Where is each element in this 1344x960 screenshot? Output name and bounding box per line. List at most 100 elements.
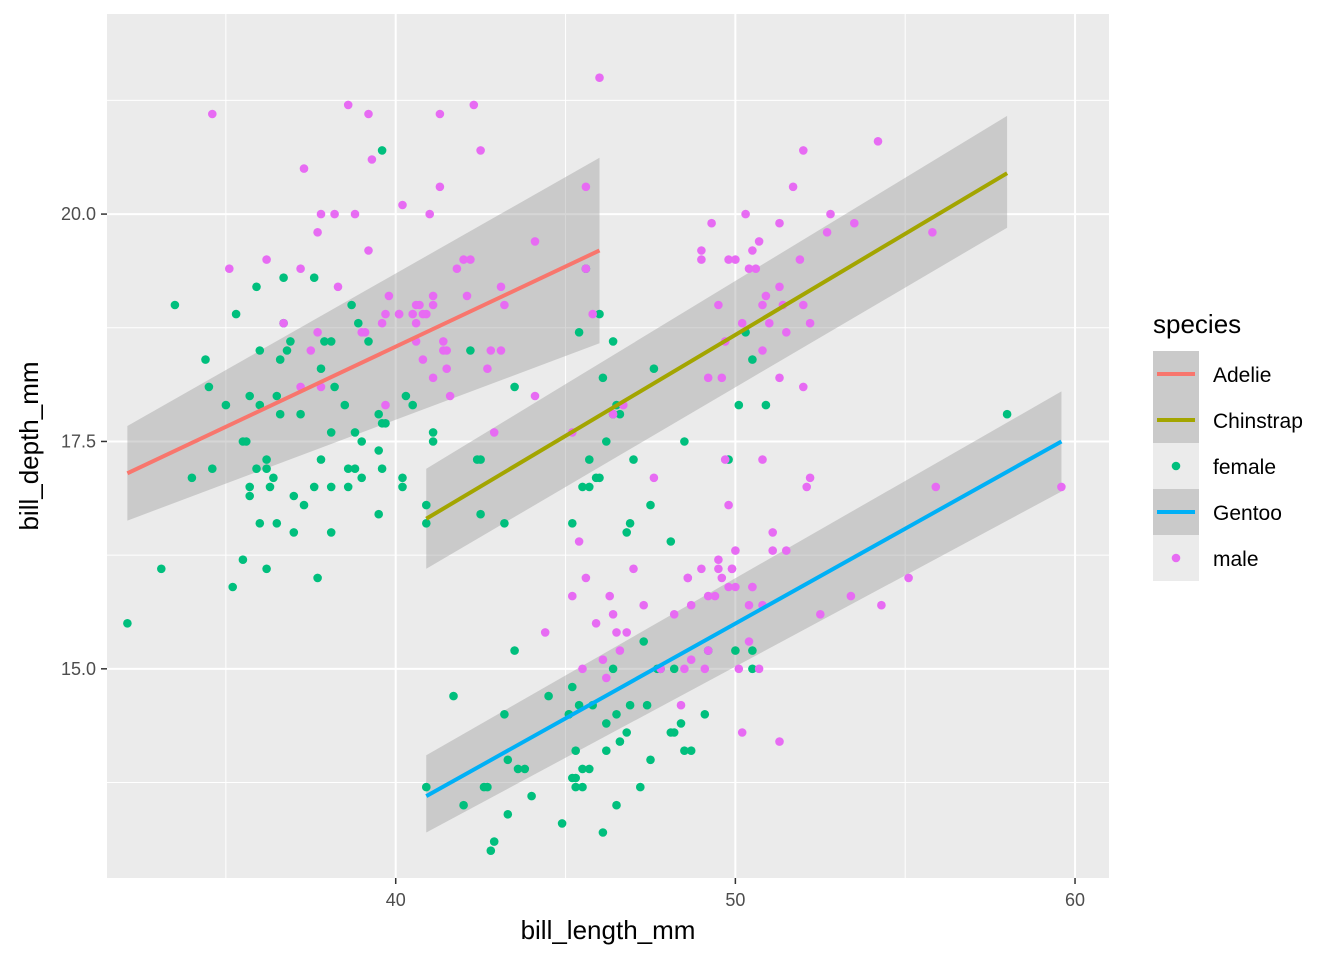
point-female bbox=[309, 273, 319, 283]
point-male bbox=[608, 409, 618, 419]
legend-key-point bbox=[1171, 553, 1181, 563]
point-male bbox=[873, 137, 883, 146]
point-female bbox=[422, 782, 431, 792]
point-male bbox=[622, 628, 631, 637]
point-male bbox=[707, 218, 716, 228]
point-male bbox=[724, 500, 733, 510]
point-male bbox=[466, 255, 475, 264]
point-female bbox=[639, 637, 648, 646]
point-male bbox=[680, 664, 689, 674]
point-male bbox=[775, 218, 784, 228]
point-male bbox=[782, 328, 791, 337]
point-male bbox=[904, 573, 913, 583]
point-male bbox=[428, 373, 438, 383]
point-male bbox=[714, 555, 723, 564]
point-female bbox=[265, 482, 275, 492]
point-male bbox=[714, 300, 723, 310]
point-female bbox=[646, 755, 655, 765]
point-male bbox=[384, 291, 394, 301]
point-male bbox=[299, 164, 309, 173]
point-male bbox=[350, 209, 360, 219]
point-male bbox=[316, 209, 326, 219]
point-female bbox=[513, 764, 523, 774]
point-female bbox=[347, 300, 356, 310]
point-female bbox=[466, 346, 475, 355]
point-male bbox=[734, 664, 744, 674]
point-female bbox=[622, 528, 631, 537]
point-male bbox=[788, 182, 798, 192]
point-female bbox=[612, 710, 621, 719]
point-male bbox=[826, 209, 835, 219]
point-male bbox=[748, 582, 757, 592]
point-male bbox=[754, 237, 764, 246]
point-male bbox=[649, 473, 659, 483]
legend-label: Gentoo bbox=[1213, 502, 1282, 525]
point-male bbox=[428, 300, 438, 310]
point-male bbox=[313, 228, 322, 237]
point-female bbox=[666, 537, 676, 546]
point-female bbox=[357, 437, 367, 446]
ribbon-adelie bbox=[127, 157, 600, 521]
point-male bbox=[394, 309, 404, 319]
point-female bbox=[316, 364, 326, 374]
point-male bbox=[605, 591, 614, 601]
point-female bbox=[343, 464, 353, 474]
minor-gridlines bbox=[107, 14, 1109, 878]
point-female bbox=[201, 355, 210, 364]
point-male bbox=[877, 600, 886, 610]
point-female bbox=[282, 346, 292, 355]
legend-label: male bbox=[1213, 548, 1259, 571]
point-female bbox=[255, 400, 265, 410]
point-female bbox=[476, 509, 485, 519]
point-female bbox=[649, 364, 659, 374]
point-female bbox=[486, 846, 496, 855]
point-female bbox=[170, 300, 180, 310]
ribbon-gentoo bbox=[426, 391, 1062, 833]
point-female bbox=[500, 519, 509, 528]
point-female bbox=[428, 428, 438, 437]
point-female bbox=[364, 337, 373, 346]
point-female bbox=[262, 455, 271, 464]
point-female bbox=[377, 146, 387, 155]
point-male bbox=[717, 373, 727, 383]
point-female bbox=[669, 664, 679, 674]
point-female bbox=[615, 409, 625, 419]
legend-label: female bbox=[1213, 456, 1276, 479]
point-male bbox=[805, 318, 815, 328]
point-male bbox=[377, 318, 387, 328]
y-tick-label: 20.0 bbox=[61, 204, 96, 224]
point-female bbox=[595, 309, 604, 319]
major-gridlines bbox=[107, 14, 1109, 878]
point-female bbox=[629, 455, 638, 464]
point-female bbox=[381, 419, 390, 428]
point-female bbox=[374, 446, 384, 455]
point-male bbox=[775, 737, 784, 746]
point-female bbox=[377, 464, 387, 474]
point-female bbox=[557, 819, 567, 828]
legend-label: Chinstrap bbox=[1213, 410, 1303, 433]
point-female bbox=[422, 500, 431, 510]
point-male bbox=[306, 346, 316, 355]
point-male bbox=[703, 373, 713, 383]
point-male bbox=[608, 610, 618, 619]
point-female bbox=[503, 810, 513, 819]
point-male bbox=[411, 318, 421, 328]
point-female bbox=[510, 382, 519, 392]
point-male bbox=[581, 182, 591, 192]
point-male bbox=[697, 564, 706, 574]
point-male bbox=[731, 255, 740, 264]
point-male bbox=[439, 337, 448, 346]
point-male bbox=[683, 573, 693, 583]
point-female bbox=[680, 437, 689, 446]
point-female bbox=[642, 700, 652, 710]
point-female bbox=[255, 346, 265, 355]
point-male bbox=[442, 364, 452, 374]
point-female bbox=[204, 382, 214, 392]
point-male bbox=[639, 600, 648, 610]
point-female bbox=[476, 455, 485, 464]
point-female bbox=[262, 464, 271, 474]
legend: species Adelie Chinstrap female Gentoo male bbox=[1153, 309, 1303, 581]
point-male bbox=[530, 391, 540, 401]
point-male bbox=[313, 328, 322, 337]
point-male bbox=[367, 155, 377, 164]
